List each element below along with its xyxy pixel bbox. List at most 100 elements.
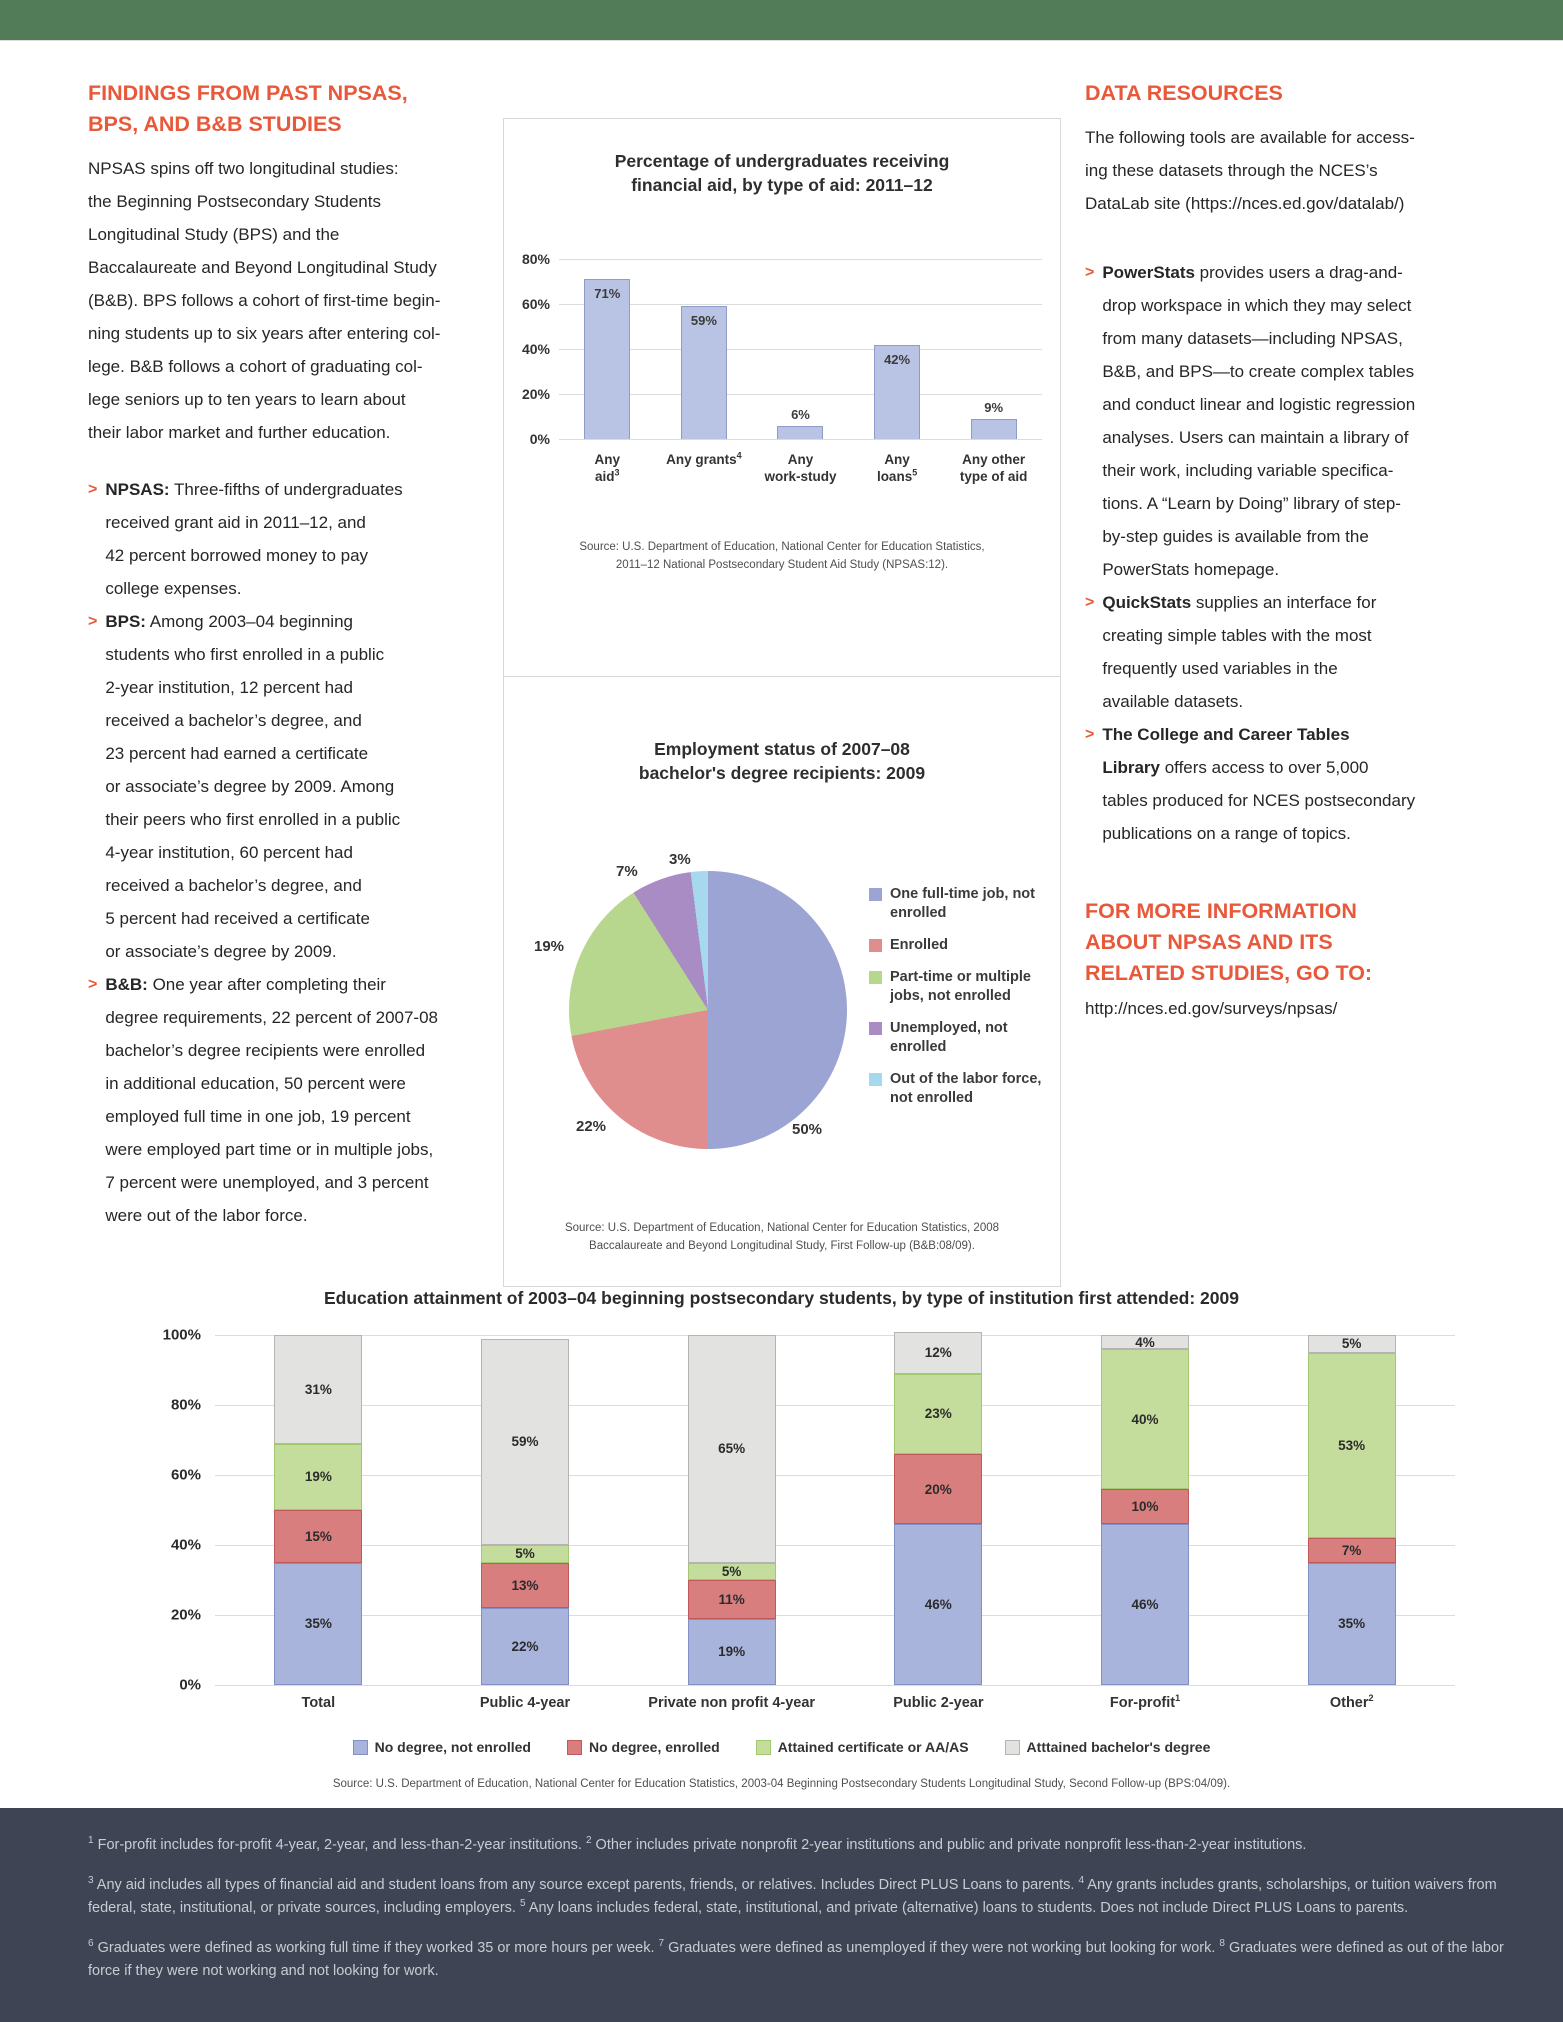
pie-chart [569, 871, 847, 1149]
footnote-paragraph: 1 For-profit includes for-profit 4-year,… [88, 1835, 1307, 1853]
gridline [215, 1405, 1455, 1406]
stacked-segment: 5% [1307, 1335, 1396, 1353]
y-axis-tick-label: 20% [170, 1606, 201, 1624]
stacked-chart-section: Education attainment of 2003–04 beginnin… [0, 1288, 1563, 1793]
stacked-segment: 46% [1100, 1524, 1189, 1685]
stacked-segment: 59% [480, 1338, 569, 1545]
chart-panel: Percentage of undergraduates receiving f… [503, 118, 1061, 1287]
bullet-caret-icon: > [1085, 726, 1095, 743]
bullet-item: > The College and Career Tables Library o… [1085, 718, 1490, 850]
bullet-item: > NPSAS: Three-fifths of undergraduates r… [88, 473, 490, 605]
y-axis-tick-label: 100% [162, 1326, 201, 1344]
legend-label: No degree, not enrolled [374, 1739, 531, 1755]
legend-swatch-icon [352, 1739, 368, 1755]
data-resources-bullets: > PowerStats provides users a drag-and- d… [1085, 256, 1490, 850]
stacked-segment: 7% [1307, 1538, 1396, 1563]
stacked-segment: 4% [1100, 1335, 1189, 1350]
legend-swatch-icon [869, 1073, 882, 1086]
stacked-bar: 35% 15% 19% 31% [274, 1335, 363, 1685]
stacked-segment: 20% [894, 1454, 983, 1524]
gridline [559, 304, 1042, 305]
legend-item: Atttained bachelor's degree [1004, 1739, 1211, 1755]
y-axis-tick-label: 0% [529, 431, 550, 447]
data-resources-intro: The following tools are available for ac… [1085, 128, 1415, 213]
bar-category-label: Any other type of aid [959, 452, 1028, 484]
bar-value-label: 6% [791, 406, 810, 422]
bullet-caret-icon: > [88, 613, 98, 630]
footnote-paragraph: 6 Graduates were defined as working full… [88, 1938, 1504, 1979]
legend-swatch-icon [1004, 1739, 1020, 1755]
data-resources-heading: DATA RESOURCES [1085, 81, 1283, 105]
y-axis-tick-label: 60% [521, 296, 550, 312]
stacked-segment: 11% [687, 1580, 776, 1619]
bar-category-label: Any grants4 [666, 450, 742, 467]
bar-slot: 59% [680, 259, 727, 439]
legend-label: No degree, enrolled [588, 1739, 720, 1755]
bar: 42% [874, 344, 921, 439]
bullet-item: > PowerStats provides users a drag-and- d… [1085, 256, 1490, 586]
stacked-category-label: For-profit1 [1109, 1693, 1181, 1711]
stacked-bar: 19% 11% 5% 65% [687, 1335, 776, 1685]
bullet-text: BPS: Among 2003–04 beginning students wh… [105, 612, 401, 961]
gridline [559, 349, 1042, 350]
legend-item: One full-time job, not enrolled [869, 885, 1060, 923]
stacked-segment: 35% [1307, 1562, 1396, 1685]
findings-intro: NPSAS spins off two longitudinal studies… [88, 159, 441, 442]
stacked-segment: 19% [687, 1618, 776, 1685]
bar-slot: 6% [777, 259, 824, 439]
stacked-segment: 53% [1307, 1352, 1396, 1538]
legend-item: Unemployed, not enrolled [869, 1019, 1060, 1057]
pie-chart-source: Source: U.S. Department of Education, Na… [564, 1222, 1000, 1252]
stacked-chart-title: Education attainment of 2003–04 beginnin… [323, 1288, 1239, 1308]
gridline [559, 394, 1042, 395]
bullet-item: > BPS: Among 2003–04 beginning students w… [88, 605, 490, 968]
bullet-item: > B&B: One year after completing their de… [88, 968, 490, 1232]
legend-swatch-icon [869, 971, 882, 984]
pie-legend: One full-time job, not enrolled Enrolled P… [869, 885, 1060, 1121]
bar-value-label: 9% [984, 399, 1004, 415]
pie-chart-area: One full-time job, not enrolled Enrolled P… [504, 851, 1060, 1163]
y-axis-tick-label: 40% [170, 1536, 201, 1554]
y-axis-tick-label: 20% [521, 386, 550, 402]
legend-label: Enrolled [890, 937, 949, 953]
stacked-segment: 10% [1100, 1489, 1189, 1524]
stacked-segment: 5% [480, 1545, 569, 1563]
top-green-bar [0, 0, 1563, 41]
bar-category-label: Any work-study [764, 452, 837, 484]
stacked-segment: 31% [274, 1335, 363, 1444]
npsas-url[interactable]: http://nces.ed.gov/surveys/npsas/ [1085, 999, 1338, 1018]
bullet-text: QuickStats supplies an interface for cre… [1102, 593, 1377, 711]
footnotes-footer: 1 For-profit includes for-profit 4-year,… [0, 1808, 1563, 2022]
y-axis-tick-label: 40% [521, 341, 550, 357]
stacked-chart-source: Source: U.S. Department of Education, Na… [332, 1778, 1231, 1790]
legend-swatch-icon [869, 939, 882, 952]
bullet-text: B&B: One year after completing their deg… [105, 975, 439, 1225]
stacked-segment: 15% [274, 1510, 363, 1563]
y-axis-tick-label: 0% [179, 1676, 201, 1694]
pie-chart-title: Employment status of 2007–08 bachelor's … [638, 739, 926, 783]
legend-item: Attained certificate or AA/AS [755, 1739, 969, 1755]
bar-category-label: Any loans5 [876, 452, 918, 484]
stacked-bar: 46% 10% 40% 4% [1100, 1335, 1189, 1685]
gridline [215, 1685, 1455, 1686]
bullet-text: PowerStats provides users a drag-and- dr… [1102, 263, 1416, 579]
legend-label: Attained certificate or AA/AS [777, 1739, 969, 1755]
gridline [215, 1615, 1455, 1616]
stacked-chart-category-labels: Total Public 4-year Private non profit 4-y… [215, 1693, 1455, 1711]
bar-slot: 9% [970, 259, 1017, 439]
bullet-caret-icon: > [1085, 594, 1095, 611]
bar-series: 71% 59% 6% 42% 9% [559, 259, 1042, 439]
stacked-bar: 46% 20% 23% 12% [894, 1331, 983, 1685]
stacked-bar: 35% 7% 53% 5% [1307, 1335, 1396, 1685]
legend-item: Out of the labor force, not enrolled [869, 1070, 1060, 1108]
stacked-segment: 65% [687, 1335, 776, 1563]
legend-label: Atttained bachelor's degree [1026, 1739, 1211, 1755]
data-resources-section: DATA RESOURCES The following tools are a… [1085, 78, 1490, 1019]
bullet-text: NPSAS: Three-fifths of undergraduates re… [105, 480, 403, 598]
gridline [559, 259, 1042, 260]
bar: 6% [777, 407, 824, 439]
stacked-segment: 5% [687, 1562, 776, 1580]
findings-bullets: > NPSAS: Three-fifths of undergraduates r… [88, 473, 490, 1232]
stacked-segment: 22% [480, 1608, 569, 1685]
